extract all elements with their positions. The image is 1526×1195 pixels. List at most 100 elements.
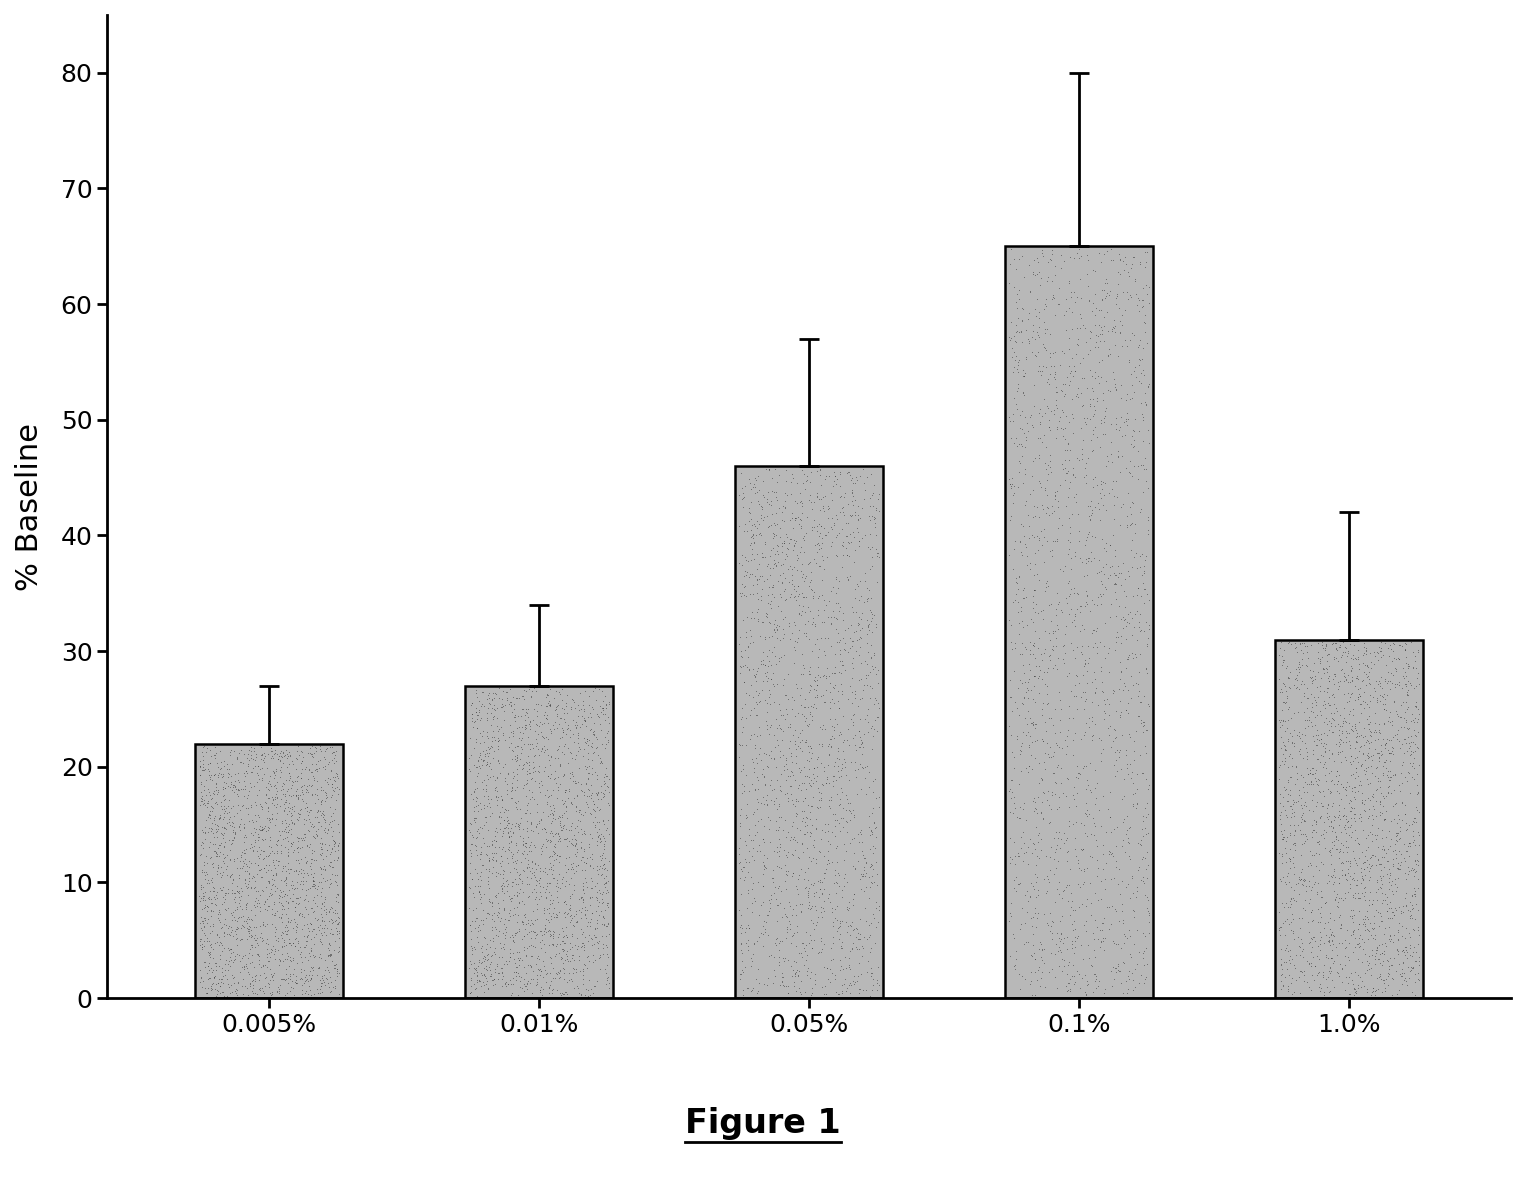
Point bbox=[1083, 621, 1108, 641]
Point bbox=[1027, 262, 1051, 281]
Point bbox=[1074, 409, 1099, 428]
Point bbox=[1373, 672, 1398, 691]
Point bbox=[1071, 396, 1096, 415]
Point bbox=[198, 934, 223, 954]
Point bbox=[833, 527, 858, 546]
Point bbox=[262, 926, 287, 945]
Point bbox=[1378, 931, 1402, 950]
Point bbox=[798, 823, 823, 842]
Point bbox=[270, 743, 295, 762]
Point bbox=[795, 888, 819, 907]
Point bbox=[233, 945, 258, 964]
Point bbox=[470, 900, 494, 919]
Point bbox=[208, 835, 232, 854]
Point bbox=[1103, 958, 1128, 978]
Point bbox=[1369, 955, 1393, 974]
Point bbox=[235, 756, 259, 776]
Point bbox=[220, 865, 244, 884]
Point bbox=[1099, 594, 1123, 613]
Point bbox=[1122, 421, 1146, 440]
Point bbox=[325, 764, 349, 783]
Point bbox=[1062, 967, 1087, 986]
Point bbox=[272, 970, 296, 989]
Point bbox=[758, 613, 783, 632]
Point bbox=[845, 930, 870, 949]
Point bbox=[493, 695, 517, 715]
Point bbox=[537, 768, 562, 788]
Point bbox=[191, 939, 215, 958]
Point bbox=[298, 802, 322, 821]
Point bbox=[259, 899, 284, 918]
Point bbox=[534, 795, 559, 814]
Point bbox=[859, 636, 884, 655]
Point bbox=[1367, 691, 1392, 710]
Point bbox=[1401, 748, 1425, 767]
Point bbox=[200, 854, 224, 874]
Point bbox=[539, 804, 563, 823]
Point bbox=[575, 779, 600, 798]
Point bbox=[1370, 875, 1395, 894]
Point bbox=[539, 948, 563, 967]
Point bbox=[1297, 933, 1322, 952]
Point bbox=[1109, 306, 1134, 325]
Point bbox=[1405, 643, 1430, 662]
Point bbox=[501, 778, 525, 797]
Point bbox=[737, 620, 761, 639]
Point bbox=[728, 859, 752, 878]
Point bbox=[548, 685, 572, 704]
Point bbox=[243, 805, 267, 825]
Point bbox=[1271, 913, 1296, 932]
Point bbox=[1126, 288, 1151, 307]
Point bbox=[588, 932, 612, 951]
Point bbox=[1033, 978, 1058, 997]
Point bbox=[801, 550, 826, 569]
Point bbox=[784, 952, 809, 972]
Point bbox=[1317, 961, 1341, 980]
Point bbox=[1300, 662, 1325, 681]
Point bbox=[577, 970, 601, 989]
Point bbox=[259, 793, 284, 813]
Point bbox=[765, 758, 789, 777]
Point bbox=[737, 568, 761, 587]
Point bbox=[1341, 777, 1366, 796]
Point bbox=[1366, 980, 1390, 999]
Point bbox=[295, 835, 319, 854]
Point bbox=[1076, 525, 1100, 544]
Point bbox=[497, 948, 522, 967]
Point bbox=[748, 684, 772, 703]
Point bbox=[1000, 771, 1024, 790]
Point bbox=[580, 903, 604, 923]
Point bbox=[1041, 286, 1065, 305]
Point bbox=[206, 858, 230, 877]
Point bbox=[563, 819, 588, 838]
Point bbox=[780, 472, 804, 491]
Point bbox=[731, 759, 755, 778]
Point bbox=[743, 969, 768, 988]
Point bbox=[774, 754, 798, 773]
Point bbox=[262, 740, 287, 759]
Point bbox=[789, 695, 813, 715]
Point bbox=[732, 562, 757, 581]
Point bbox=[742, 549, 766, 568]
Point bbox=[821, 476, 845, 495]
Point bbox=[1357, 954, 1381, 973]
Point bbox=[1386, 823, 1410, 842]
Point bbox=[1273, 741, 1297, 760]
Point bbox=[865, 661, 890, 680]
Point bbox=[595, 937, 620, 956]
Point bbox=[200, 894, 224, 913]
Point bbox=[536, 767, 560, 786]
Point bbox=[1122, 970, 1146, 989]
Point bbox=[1090, 743, 1114, 762]
Point bbox=[745, 983, 769, 1003]
Point bbox=[1035, 913, 1059, 932]
Point bbox=[240, 878, 264, 897]
Point bbox=[1335, 860, 1360, 880]
Point bbox=[1347, 687, 1372, 706]
Point bbox=[1282, 880, 1306, 899]
Point bbox=[1372, 752, 1396, 771]
Point bbox=[1070, 553, 1094, 572]
Point bbox=[272, 795, 296, 814]
Point bbox=[298, 878, 322, 897]
Point bbox=[1372, 841, 1396, 860]
